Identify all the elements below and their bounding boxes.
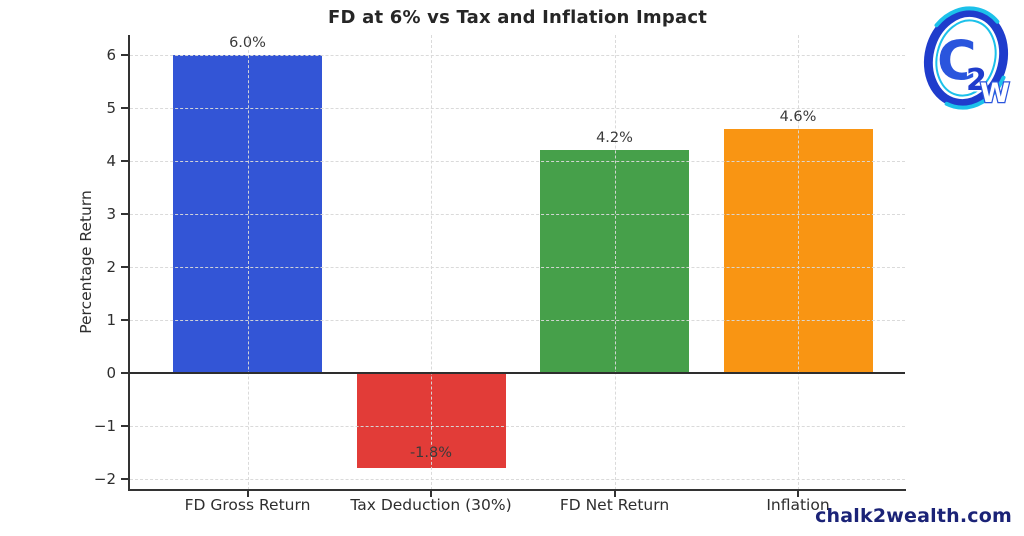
gridline-x-inflation <box>798 35 799 490</box>
bar-value-label-fd-net-return: 4.2% <box>596 130 633 147</box>
y-tick--1 <box>121 425 128 427</box>
gridline-y-5 <box>130 108 905 109</box>
gridline-y-2 <box>130 267 905 268</box>
logo-cyan-arc <box>921 6 1011 110</box>
y-tick-label--1: −1 <box>93 417 116 435</box>
watermark-text: chalk2wealth.com <box>815 505 1012 527</box>
y-axis-spine <box>128 35 130 490</box>
logo-letter-2: 2 <box>966 63 987 98</box>
y-tick-2 <box>121 266 128 268</box>
y-tick-3 <box>121 213 128 215</box>
gridline-y-4 <box>130 161 905 162</box>
bar-value-label-inflation: 4.6% <box>779 109 817 126</box>
gridline-y-3 <box>130 214 905 215</box>
bar-value-label-tax-deduction-30: -1.8% <box>409 445 453 462</box>
x-axis-spine <box>128 489 906 491</box>
gridline-x-tax-deduction-30 <box>431 35 432 490</box>
y-tick-5 <box>121 107 128 109</box>
y-tick-label-4: 4 <box>106 152 116 170</box>
x-tick-fd-gross-return <box>246 490 249 497</box>
x-tick-inflation <box>797 490 799 497</box>
y-tick--2 <box>121 478 128 480</box>
logo-swirl-ring <box>923 7 1009 109</box>
gridline-y-6 <box>130 55 905 56</box>
y-tick-label-0: 0 <box>106 364 116 382</box>
y-tick-label-6: 6 <box>106 46 116 64</box>
bar-value-label-fd-gross-return: 6.0% <box>229 35 266 51</box>
chart-title: FD at 6% vs Tax and Inflation Impact <box>328 7 707 28</box>
y-tick-label-5: 5 <box>106 99 116 117</box>
gridline-y-1 <box>130 320 905 321</box>
x-tick-label-fd-gross-return: FD Gross Return <box>184 496 311 514</box>
y-tick-6 <box>121 54 128 56</box>
zero-baseline <box>130 372 905 374</box>
x-tick-label-inflation: Inflation <box>766 496 830 514</box>
gridline-x-fd-gross-return <box>247 35 249 490</box>
logo-inner-ring <box>935 19 997 97</box>
y-tick-1 <box>121 319 128 321</box>
y-tick-label-3: 3 <box>106 205 116 223</box>
y-tick-0 <box>121 372 128 374</box>
x-tick-tax-deduction-30 <box>430 490 432 497</box>
y-tick-label--2: −2 <box>93 470 116 488</box>
gridline-y--1 <box>130 426 905 427</box>
y-tick-4 <box>121 160 128 162</box>
logo-letter-c: C <box>937 29 977 92</box>
gridline-x-fd-net-return <box>614 35 616 490</box>
logo-letter-w: W <box>980 78 1010 109</box>
y-tick-label-1: 1 <box>106 311 116 329</box>
x-tick-label-fd-net-return: FD Net Return <box>559 496 670 514</box>
c2w-logo: C 2 W <box>921 6 1011 110</box>
gridline-y--2 <box>130 479 905 480</box>
x-tick-label-tax-deduction-30: Tax Deduction (30%) <box>350 496 512 514</box>
x-tick-fd-net-return <box>613 490 616 497</box>
y-tick-label-2: 2 <box>106 258 116 276</box>
